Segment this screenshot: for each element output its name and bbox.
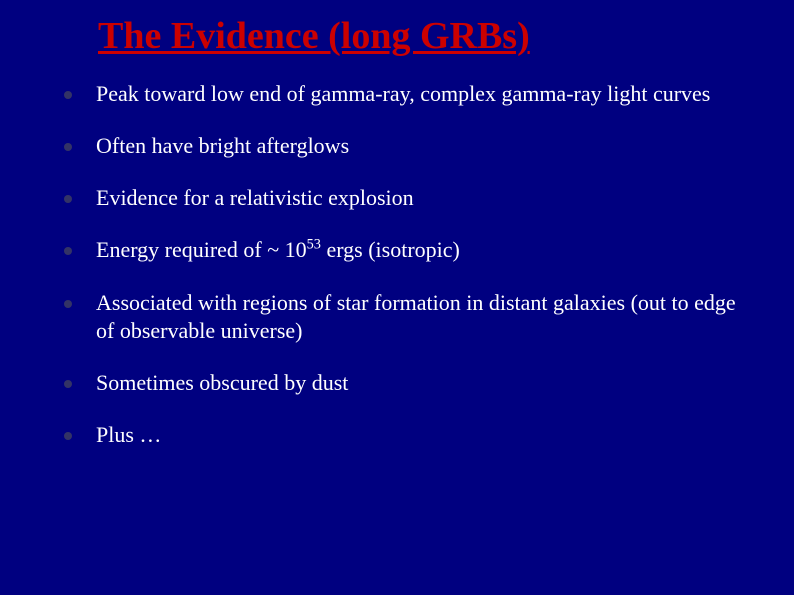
bullet-text-post: ergs (isotropic): [321, 237, 460, 262]
slide-title: The Evidence (long GRBs): [98, 14, 754, 58]
list-item: Energy required of ~ 1053 ergs (isotropi…: [64, 236, 754, 264]
list-item: Sometimes obscured by dust: [64, 369, 754, 397]
bullet-text: Associated with regions of star formatio…: [96, 290, 736, 343]
list-item: Evidence for a relativistic explosion: [64, 184, 754, 212]
list-item: Peak toward low end of gamma-ray, comple…: [64, 80, 754, 108]
bullet-text: Peak toward low end of gamma-ray, comple…: [96, 81, 710, 106]
list-item: Plus …: [64, 421, 754, 449]
bullet-text: Plus …: [96, 422, 161, 447]
slide-container: The Evidence (long GRBs) Peak toward low…: [0, 0, 794, 595]
bullet-text-pre: Energy required of ~ 10: [96, 237, 307, 262]
superscript: 53: [307, 237, 321, 253]
bullet-text: Sometimes obscured by dust: [96, 370, 348, 395]
list-item: Associated with regions of star formatio…: [64, 289, 754, 345]
bullet-text: Often have bright afterglows: [96, 133, 349, 158]
bullet-text: Evidence for a relativistic explosion: [96, 185, 414, 210]
list-item: Often have bright afterglows: [64, 132, 754, 160]
bullet-list: Peak toward low end of gamma-ray, comple…: [40, 80, 754, 449]
